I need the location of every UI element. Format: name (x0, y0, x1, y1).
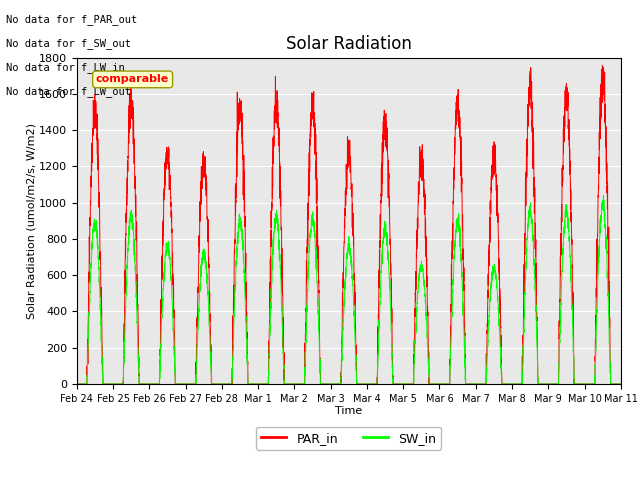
X-axis label: Time: Time (335, 407, 362, 417)
Text: No data for f_LW_out: No data for f_LW_out (6, 86, 131, 97)
Title: Solar Radiation: Solar Radiation (286, 35, 412, 53)
Text: comparable: comparable (96, 74, 169, 84)
Text: No data for f_PAR_out: No data for f_PAR_out (6, 14, 138, 25)
Text: No data for f_SW_out: No data for f_SW_out (6, 38, 131, 49)
Y-axis label: Solar Radiation (umol/m2/s, W/m2): Solar Radiation (umol/m2/s, W/m2) (26, 123, 36, 319)
Text: No data for f_LW_in: No data for f_LW_in (6, 62, 125, 73)
Legend: PAR_in, SW_in: PAR_in, SW_in (257, 427, 441, 450)
